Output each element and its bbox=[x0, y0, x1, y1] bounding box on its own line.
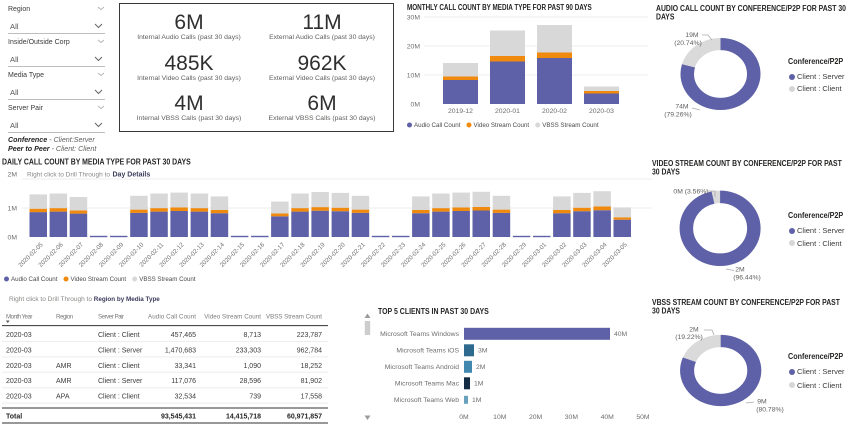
svg-text:Video Stream Count: Video Stream Count bbox=[71, 276, 127, 283]
svg-text:DAYS: DAYS bbox=[656, 11, 674, 21]
svg-text:Video Stream Count: Video Stream Count bbox=[474, 122, 530, 129]
svg-text:233,303: 233,303 bbox=[236, 347, 261, 354]
svg-text:50M: 50M bbox=[636, 414, 650, 421]
svg-text:2019-12: 2019-12 bbox=[448, 108, 473, 115]
svg-text:30M: 30M bbox=[565, 414, 579, 421]
svg-text:8,713: 8,713 bbox=[243, 332, 261, 339]
svg-text:1,470,683: 1,470,683 bbox=[165, 347, 196, 354]
svg-text:Microsoft Teams Mac: Microsoft Teams Mac bbox=[395, 381, 460, 388]
svg-text:2020-03: 2020-03 bbox=[6, 363, 32, 370]
svg-text:32,534: 32,534 bbox=[175, 394, 197, 401]
svg-text:18,252: 18,252 bbox=[301, 363, 323, 370]
svg-text:2020-03: 2020-03 bbox=[6, 347, 32, 354]
svg-text:1,090: 1,090 bbox=[243, 363, 261, 370]
svg-text:Microsoft Teams Android: Microsoft Teams Android bbox=[385, 364, 460, 371]
svg-text:93,545,431: 93,545,431 bbox=[161, 414, 196, 421]
svg-text:20M: 20M bbox=[407, 44, 421, 51]
svg-text:30M: 30M bbox=[407, 15, 421, 22]
svg-text:Month Year: Month Year bbox=[6, 314, 32, 321]
svg-text:19M: 19M bbox=[685, 32, 699, 39]
svg-text:0M: 0M bbox=[459, 414, 469, 421]
svg-text:28,596: 28,596 bbox=[240, 378, 262, 385]
svg-text:Microsoft Teams iOS: Microsoft Teams iOS bbox=[396, 348, 459, 355]
svg-text:AMR: AMR bbox=[56, 363, 72, 370]
svg-text:2M: 2M bbox=[735, 267, 745, 274]
svg-text:1M: 1M bbox=[474, 381, 484, 388]
svg-text:VBSS STREAM COUNT BY CONFERENC: VBSS STREAM COUNT BY CONFERENCE/P2P FOR … bbox=[652, 297, 840, 307]
svg-text:Video Stream Count: Video Stream Count bbox=[204, 314, 261, 321]
svg-text:(19.22%): (19.22%) bbox=[675, 334, 703, 341]
svg-text:Client : Client: Client : Client bbox=[98, 394, 140, 401]
svg-text:2020-01: 2020-01 bbox=[495, 108, 520, 115]
svg-text:Client : Client: Client : Client bbox=[98, 332, 140, 339]
svg-text:TOP 5 CLIENTS IN PAST 30 DAYS: TOP 5 CLIENTS IN PAST 30 DAYS bbox=[378, 306, 489, 316]
svg-text:60,971,857: 60,971,857 bbox=[287, 414, 322, 421]
svg-text:2020-03: 2020-03 bbox=[6, 378, 32, 385]
svg-text:MONTHLY CALL COUNT BY MEDIA TY: MONTHLY CALL COUNT BY MEDIA TYPE FOR PAS… bbox=[407, 2, 592, 12]
svg-text:(80.78%): (80.78%) bbox=[756, 407, 784, 414]
svg-text:10M: 10M bbox=[407, 73, 421, 80]
svg-text:Region: Region bbox=[56, 314, 74, 321]
svg-text:(20.74%): (20.74%) bbox=[674, 40, 702, 47]
svg-text:2020-03: 2020-03 bbox=[6, 394, 32, 401]
svg-text:223,787: 223,787 bbox=[297, 332, 322, 339]
svg-text:1M: 1M bbox=[472, 397, 482, 404]
svg-text:Microsoft Teams Web: Microsoft Teams Web bbox=[394, 397, 459, 404]
svg-text:40M: 40M bbox=[614, 331, 628, 338]
svg-text:Microsoft Teams Windows: Microsoft Teams Windows bbox=[380, 331, 459, 338]
svg-text:2M: 2M bbox=[476, 364, 486, 371]
svg-text:VBSS Stream Count: VBSS Stream Count bbox=[266, 314, 322, 321]
svg-text:Day Details: Day Details bbox=[113, 172, 151, 179]
svg-text:30 DAYS: 30 DAYS bbox=[652, 167, 680, 177]
svg-text:1M: 1M bbox=[8, 206, 18, 213]
svg-text:962,784: 962,784 bbox=[297, 347, 322, 354]
svg-text:74M: 74M bbox=[675, 104, 689, 111]
svg-text:10M: 10M bbox=[493, 414, 507, 421]
svg-text:2020-03: 2020-03 bbox=[589, 108, 614, 115]
svg-text:17,558: 17,558 bbox=[301, 394, 323, 401]
svg-text:Total: Total bbox=[6, 414, 22, 421]
svg-text:VIDEO STREAM COUNT BY CONFEREN: VIDEO STREAM COUNT BY CONFERENCE/P2P FOR… bbox=[652, 158, 842, 168]
svg-text:2020-02: 2020-02 bbox=[542, 108, 567, 115]
svg-text:2020-03: 2020-03 bbox=[6, 332, 32, 339]
svg-text:APA: APA bbox=[56, 394, 70, 401]
svg-text:Client : Server: Client : Server bbox=[98, 347, 143, 354]
svg-text:2M: 2M bbox=[689, 327, 699, 334]
svg-text:0M: 0M bbox=[411, 102, 421, 109]
svg-text:117,076: 117,076 bbox=[171, 378, 196, 385]
svg-text:40M: 40M bbox=[601, 414, 615, 421]
svg-text:AUDIO CALL COUNT BY CONFERENCE: AUDIO CALL COUNT BY CONFERENCE/P2P FOR P… bbox=[656, 3, 846, 13]
svg-text:3M: 3M bbox=[478, 348, 488, 355]
svg-text:Right click to Drill Through t: Right click to Drill Through to bbox=[27, 172, 110, 179]
svg-text:9M: 9M bbox=[757, 399, 767, 406]
svg-text:14,415,718: 14,415,718 bbox=[226, 414, 261, 421]
svg-text:20M: 20M bbox=[529, 414, 543, 421]
svg-text:0M (3.56%): 0M (3.56%) bbox=[673, 189, 708, 196]
svg-text:Audio Call Count: Audio Call Count bbox=[414, 122, 461, 129]
svg-text:Client : Server: Client : Server bbox=[98, 378, 143, 385]
svg-text:AMR: AMR bbox=[56, 378, 72, 385]
svg-text:81,902: 81,902 bbox=[301, 378, 323, 385]
svg-text:739: 739 bbox=[249, 394, 261, 401]
svg-text:457,465: 457,465 bbox=[171, 332, 196, 339]
svg-text:Server Pair: Server Pair bbox=[98, 314, 124, 321]
svg-text:Audio Call Count: Audio Call Count bbox=[11, 276, 58, 283]
svg-text:(96.44%): (96.44%) bbox=[733, 275, 761, 282]
svg-text:30 DAYS: 30 DAYS bbox=[652, 306, 680, 316]
svg-text:2M: 2M bbox=[8, 172, 18, 179]
svg-text:(79.26%): (79.26%) bbox=[664, 112, 692, 119]
svg-text:DAILY CALL COUNT BY MEDIA TYPE: DAILY CALL COUNT BY MEDIA TYPE FOR PAST … bbox=[2, 157, 191, 167]
svg-text:33,341: 33,341 bbox=[175, 363, 197, 370]
svg-text:Client : Client: Client : Client bbox=[98, 363, 140, 370]
svg-text:0M: 0M bbox=[8, 235, 18, 242]
svg-text:Audio Call Count: Audio Call Count bbox=[148, 314, 196, 321]
svg-text:VBSS Stream Count: VBSS Stream Count bbox=[139, 276, 196, 283]
svg-text:VBSS Stream Count: VBSS Stream Count bbox=[542, 122, 599, 129]
